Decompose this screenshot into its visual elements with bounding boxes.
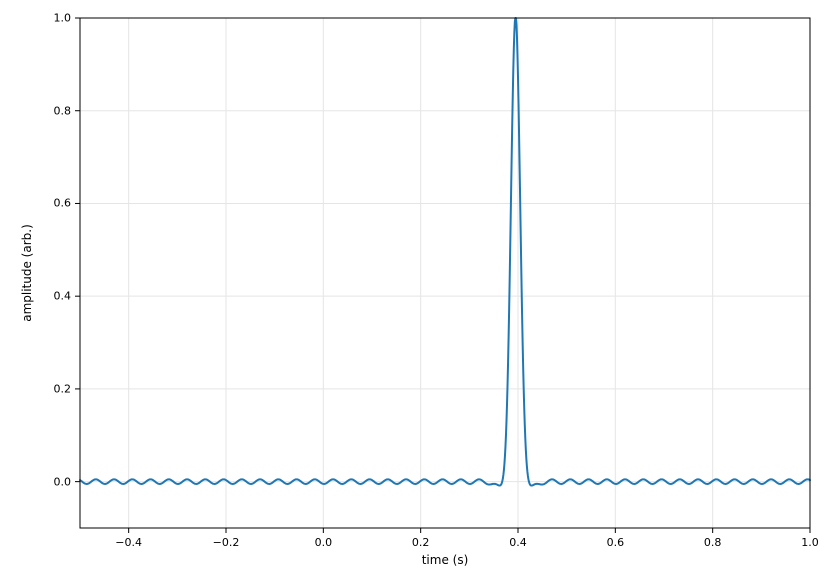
y-tick-label: 0.0 <box>54 475 72 488</box>
x-tick-label: 0.2 <box>412 536 430 549</box>
x-tick-label: 0.0 <box>315 536 333 549</box>
y-tick-label: 0.2 <box>54 382 72 395</box>
y-tick-label: 1.0 <box>54 12 72 25</box>
plot-svg <box>0 0 828 588</box>
x-tick-label: 0.4 <box>509 536 527 549</box>
figure: −0.4 −0.2 0.0 0.2 0.4 0.6 0.8 1.0 0.0 0.2 0.4 0.6 0.… <box>0 0 828 588</box>
y-tick-label: 0.8 <box>54 104 72 117</box>
y-axis-label: amplitude (arb.) <box>20 224 34 322</box>
y-tick-label: 0.6 <box>54 197 72 210</box>
x-axis-label: time (s) <box>422 553 469 567</box>
x-tick-label: 1.0 <box>801 536 819 549</box>
x-tick-label: −0.2 <box>213 536 240 549</box>
x-tick-label: 0.6 <box>607 536 625 549</box>
x-tick-label: 0.8 <box>704 536 722 549</box>
x-tick-label: −0.4 <box>115 536 142 549</box>
y-tick-label: 0.4 <box>54 290 72 303</box>
